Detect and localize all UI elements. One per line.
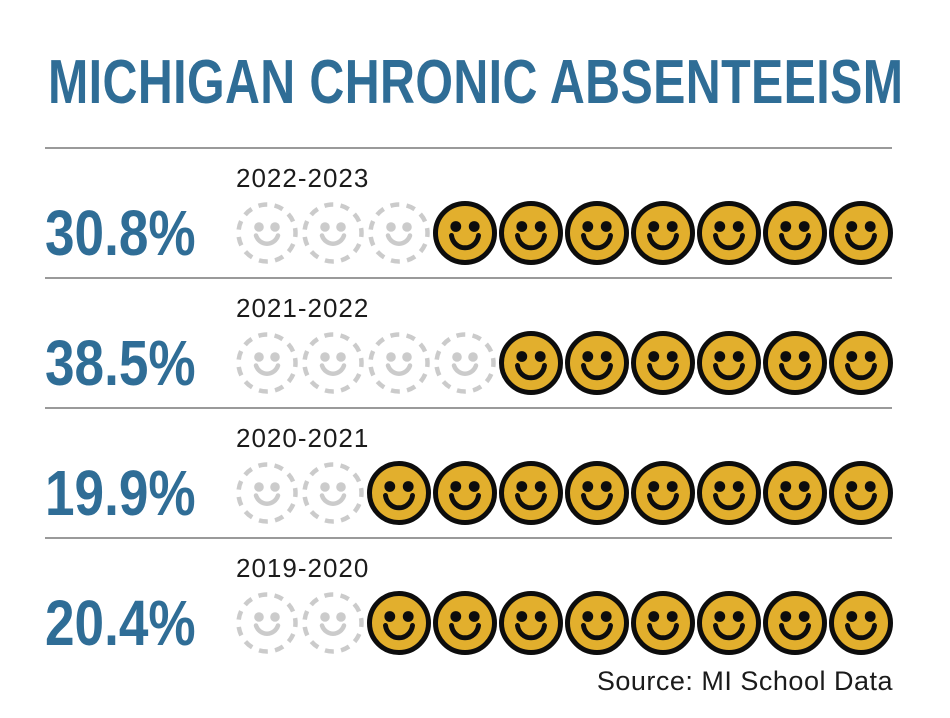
- smiley-icon: [631, 201, 695, 265]
- year-label: 2022-2023: [236, 163, 370, 193]
- smiley-icon: [565, 461, 629, 525]
- smiley-icon: [631, 591, 695, 655]
- smiley-icon: [697, 201, 761, 265]
- smiley-icon: [367, 591, 431, 655]
- smiley-icon: [499, 201, 563, 265]
- smiley-icon-row: [235, 201, 895, 265]
- row-separator-line: [45, 277, 892, 279]
- smiley-icon-row: [235, 591, 895, 655]
- page-title: MICHIGAN CHRONIC ABSENTEEISM: [48, 48, 904, 117]
- ghost-smiley-icon: [302, 462, 364, 524]
- year-label: 2020-2021: [236, 423, 370, 453]
- row-separator-line: [45, 537, 892, 539]
- smiley-icon: [763, 591, 827, 655]
- ghost-smiley-icon: [302, 332, 364, 394]
- ghost-smiley-icon: [302, 592, 364, 654]
- percent-value: 38.5%: [45, 327, 196, 399]
- smiley-icon: [829, 201, 893, 265]
- smiley-icon: [763, 331, 827, 395]
- ghost-smiley-icon: [236, 592, 298, 654]
- ghost-smiley-icon: [368, 332, 430, 394]
- percent-value: 19.9%: [45, 457, 196, 529]
- row-separator-line: [45, 407, 892, 409]
- smiley-icon: [763, 461, 827, 525]
- smiley-icon: [565, 331, 629, 395]
- smiley-icon: [499, 461, 563, 525]
- smiley-icon: [565, 201, 629, 265]
- smiley-icon: [631, 461, 695, 525]
- ghost-smiley-icon: [368, 202, 430, 264]
- smiley-icon: [433, 461, 497, 525]
- smiley-icon: [697, 591, 761, 655]
- year-label: 2019-2020: [236, 553, 370, 583]
- smiley-icon: [433, 591, 497, 655]
- ghost-smiley-icon: [236, 202, 298, 264]
- smiley-icon-row: [235, 331, 895, 395]
- smiley-icon: [499, 591, 563, 655]
- smiley-icon: [499, 331, 563, 395]
- ghost-smiley-icon: [236, 462, 298, 524]
- smiley-icon: [433, 201, 497, 265]
- smiley-icon: [367, 461, 431, 525]
- smiley-icon: [763, 201, 827, 265]
- smiley-icon: [631, 331, 695, 395]
- ghost-smiley-icon: [302, 202, 364, 264]
- smiley-icon: [829, 591, 893, 655]
- source-credit: Source: MI School Data: [596, 666, 893, 696]
- row-separator-line: [45, 147, 892, 149]
- smiley-icon-row: [235, 461, 895, 525]
- smiley-icon: [697, 461, 761, 525]
- smiley-icon: [829, 331, 893, 395]
- smiley-icon: [697, 331, 761, 395]
- ghost-smiley-icon: [236, 332, 298, 394]
- year-label: 2021-2022: [236, 293, 370, 323]
- percent-value: 20.4%: [45, 587, 196, 659]
- ghost-smiley-icon: [434, 332, 496, 394]
- smiley-icon: [829, 461, 893, 525]
- percent-value: 30.8%: [45, 197, 196, 269]
- smiley-icon: [565, 591, 629, 655]
